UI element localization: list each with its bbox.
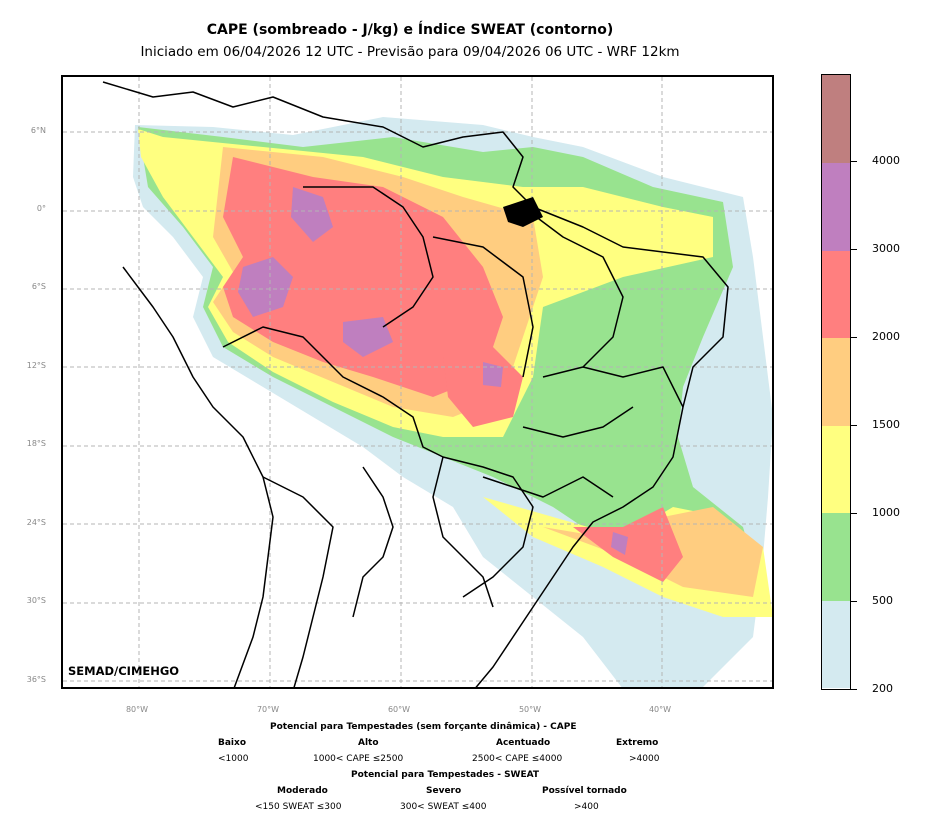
chart-subtitle: Iniciado em 06/04/2026 12 UTC - Previsão…	[140, 44, 680, 60]
cape-level-low: Baixo	[218, 738, 247, 748]
cape-range-high: 1000< CAPE ≤2500	[313, 754, 404, 764]
colorbar-segment	[822, 512, 850, 601]
cape-range-low: <1000	[218, 754, 249, 764]
colorbar-tick	[851, 601, 857, 602]
lat-tick-label: 12°S	[26, 361, 46, 370]
cape-range-extreme: >4000	[629, 754, 660, 764]
lat-tick-label: 0°	[36, 204, 46, 213]
colorbar-segment	[822, 75, 850, 163]
map-canvas	[63, 77, 772, 687]
lon-tick-label: 50°W	[518, 705, 542, 714]
amazon-delta	[503, 197, 543, 227]
sweat-range-moderate: <150 SWEAT ≤300	[255, 802, 342, 812]
map-gridlines	[63, 77, 772, 687]
cape-range-accentuated: 2500< CAPE ≤4000	[472, 754, 563, 764]
colorbar-tick	[851, 425, 857, 426]
colorbar-tick	[851, 689, 857, 690]
lat-tick-label: 30°S	[26, 596, 46, 605]
colorbar-label: 200	[872, 682, 893, 695]
colorbar-label: 1500	[872, 418, 900, 431]
lon-tick-label: 80°W	[125, 705, 149, 714]
lon-tick-label: 40°W	[648, 705, 672, 714]
colorbar-segment	[822, 250, 850, 339]
cape-level-extreme: Extremo	[616, 738, 659, 748]
cape-shade-3000-c	[343, 317, 393, 357]
lon-tick-label: 60°W	[387, 705, 411, 714]
colorbar-label: 500	[872, 594, 893, 607]
lat-tick-label: 6°N	[30, 126, 46, 135]
cape-level-accentuated: Acentuado	[496, 738, 551, 748]
colorbar	[821, 74, 851, 690]
colorbar-tick	[851, 513, 857, 514]
lat-tick-label: 18°S	[26, 439, 46, 448]
cape-shade-2000-south	[573, 507, 683, 582]
sweat-level-severe: Severo	[426, 786, 462, 796]
country-borders	[102, 81, 729, 687]
sweat-level-moderate: Moderado	[277, 786, 328, 796]
colorbar-tick	[851, 249, 857, 250]
colorbar-tick	[851, 337, 857, 338]
colorbar-label: 1000	[872, 506, 900, 519]
colorbar-segment	[822, 337, 850, 426]
sweat-level-tornado: Possível tornado	[542, 786, 627, 796]
cape-shade-3000-d	[483, 362, 503, 387]
lat-tick-label: 6°S	[31, 282, 46, 291]
lon-tick-label: 70°W	[256, 705, 280, 714]
sweat-range-severe: 300< SWEAT ≤400	[400, 802, 487, 812]
colorbar-segment	[822, 600, 850, 689]
map-panel	[61, 75, 774, 689]
colorbar-segment	[822, 425, 850, 514]
lat-tick-label: 36°S	[26, 675, 46, 684]
chart-title: CAPE (sombreado - J/kg) e Índice SWEAT (…	[206, 22, 614, 38]
colorbar-segment	[822, 162, 850, 251]
cape-shade-3000	[238, 257, 293, 317]
cape-legend-title: Potencial para Tempestades (sem forçante…	[270, 722, 577, 732]
sweat-legend-title: Potencial para Tempestades - SWEAT	[351, 770, 540, 780]
cape-shade-3000-b	[291, 187, 333, 242]
colorbar-label: 2000	[872, 330, 900, 343]
cape-level-high: Alto	[358, 738, 379, 748]
sweat-range-tornado: >400	[574, 802, 599, 812]
cape-shade-3000-e	[611, 532, 628, 555]
credit-label: SEMAD/CIMEHGO	[68, 664, 180, 678]
colorbar-label: 4000	[872, 154, 900, 167]
colorbar-label: 3000	[872, 242, 900, 255]
colorbar-tick	[851, 161, 857, 162]
lat-tick-label: 24°S	[26, 518, 46, 527]
